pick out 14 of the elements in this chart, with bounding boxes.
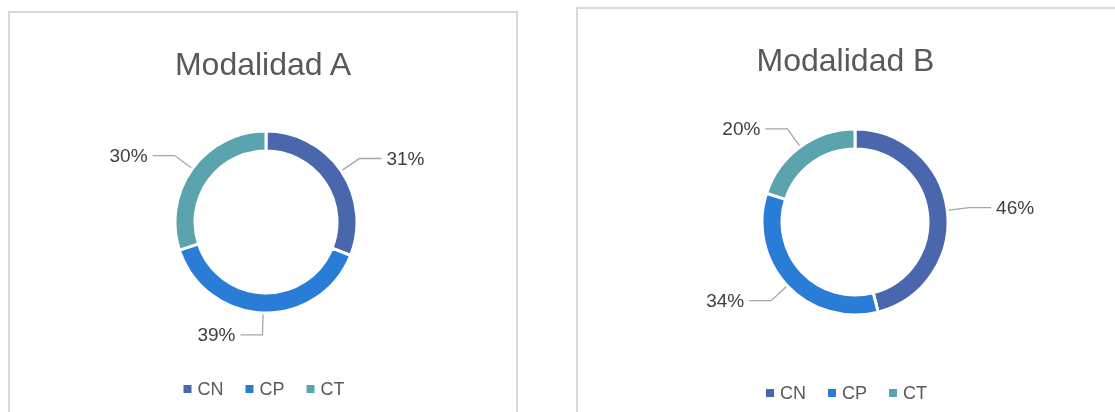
data-label: 34%	[706, 290, 745, 312]
legend-label: CP	[842, 383, 868, 403]
data-label: 39%	[197, 324, 236, 346]
data-label: 20%	[722, 118, 761, 140]
data-label: 46%	[996, 197, 1035, 219]
legend-label: CP	[259, 379, 285, 399]
chart-title: Modalidad A	[174, 46, 352, 82]
legend-label: CN	[780, 383, 806, 403]
chart-title: Modalidad B	[756, 42, 935, 78]
legend-label: CT	[320, 379, 345, 399]
legend-label: CT	[903, 383, 927, 403]
data-label: 30%	[109, 145, 148, 167]
data-label: 31%	[386, 147, 425, 169]
legend-label: CN	[197, 379, 224, 399]
